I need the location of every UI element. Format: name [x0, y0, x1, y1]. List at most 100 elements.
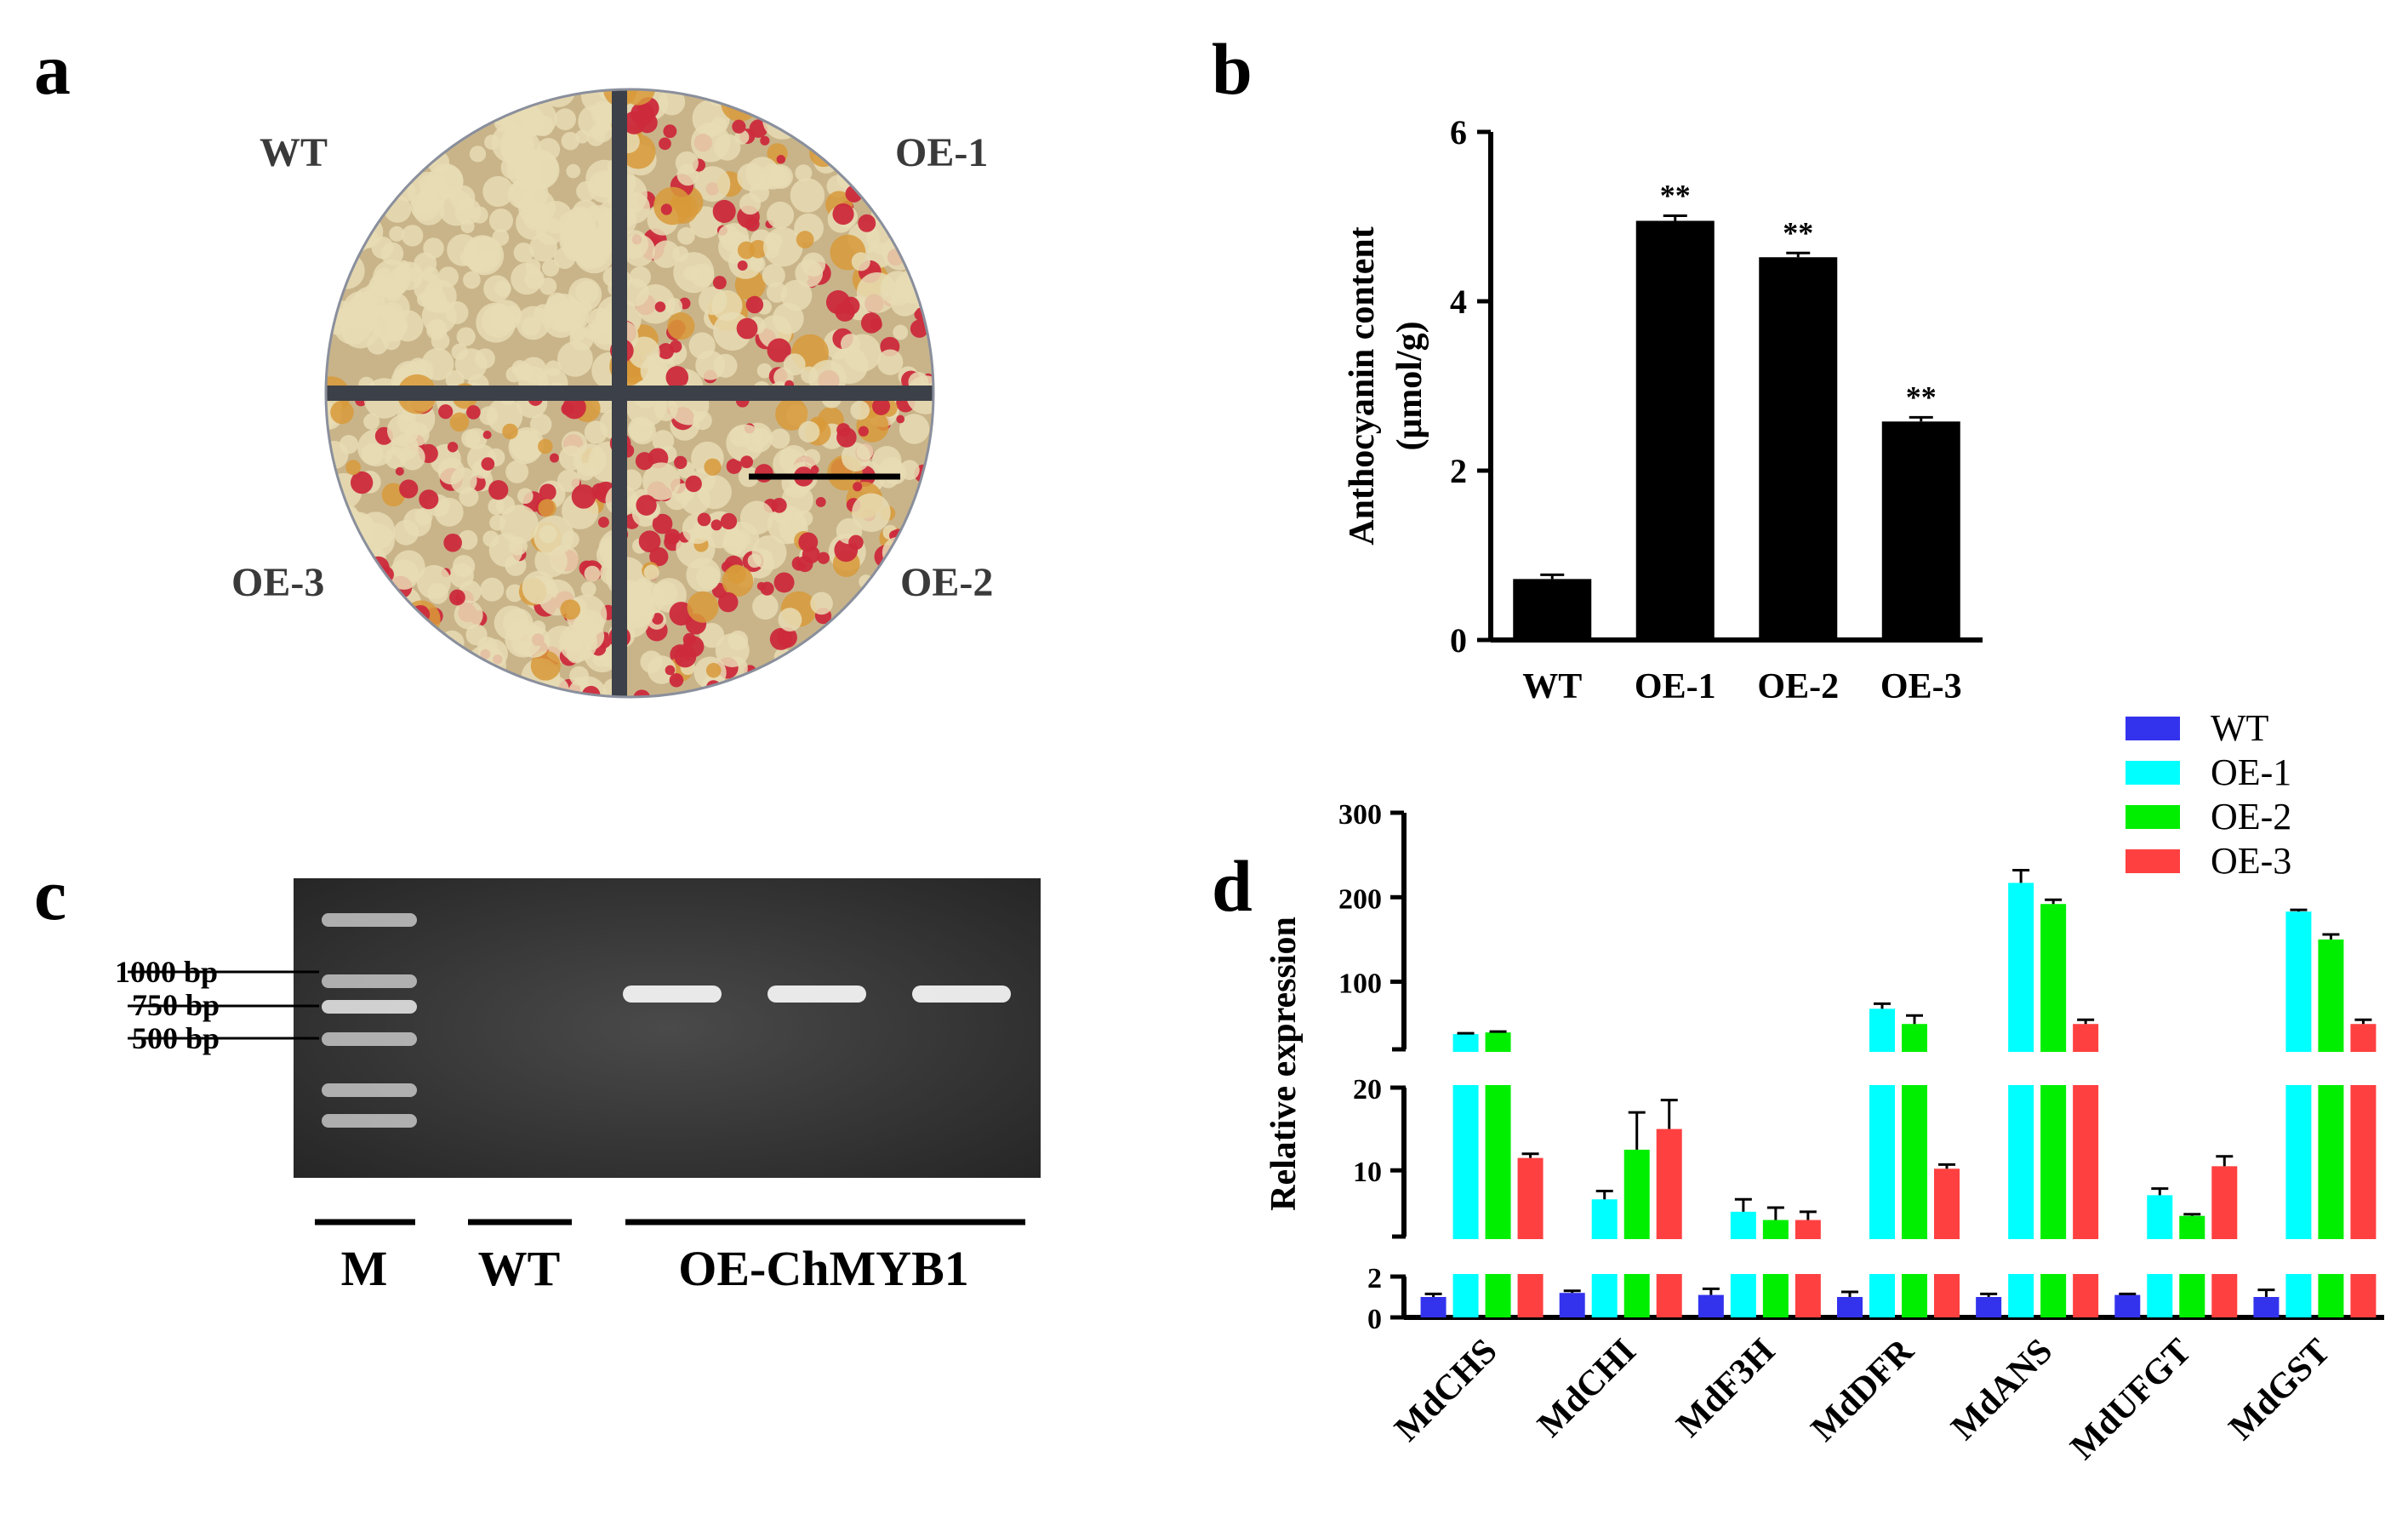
red-callus-cell: [776, 155, 786, 164]
x-tick-label: OE-2: [1757, 667, 1839, 706]
callus-cell: [846, 158, 862, 175]
bar-mddfr-wt: [1837, 1297, 1863, 1317]
red-callus-cell: [663, 124, 677, 139]
callus-cell: [569, 666, 590, 686]
callus-cell: [389, 226, 405, 242]
callus-cell: [363, 413, 380, 430]
red-callus-cell: [669, 672, 684, 688]
callus-cell: [356, 89, 396, 121]
callus-cell: [328, 89, 368, 123]
callus-cell: [326, 624, 348, 657]
callus-cell: [456, 658, 482, 685]
red-callus-cell: [328, 560, 340, 572]
callus-cell: [763, 227, 803, 267]
x-tick-label: OE-3: [1880, 667, 1962, 706]
callus-cell: [528, 202, 549, 222]
callus-cell: [368, 570, 384, 586]
callus-cell: [533, 304, 553, 324]
callus-cell: [336, 166, 362, 192]
callus-cell: [458, 529, 478, 551]
callus-cell: [342, 89, 378, 108]
callus-cell: [883, 103, 902, 122]
callus-cell: [455, 89, 485, 109]
red-callus-cell: [407, 685, 420, 697]
red-callus-cell: [871, 397, 891, 415]
callus-cell: [469, 146, 487, 163]
callus-cell: [893, 324, 909, 340]
callus-cell: [345, 123, 380, 159]
red-callus-cell: [858, 214, 876, 232]
callus-cell: [488, 498, 505, 516]
red-callus-cell: [334, 690, 343, 697]
callus-cell: [793, 113, 823, 143]
callus-cell: [627, 416, 653, 443]
red-callus-cell: [915, 648, 933, 669]
callus-cell: [803, 448, 821, 466]
callus-cell: [336, 208, 372, 243]
callus-cell: [326, 615, 344, 654]
callus-cell: [796, 89, 825, 110]
legend-swatch-oe-1: [2126, 761, 2180, 785]
callus-cell: [795, 164, 813, 182]
callus-cell: [557, 340, 593, 377]
x-tick-label: OE-1: [1635, 667, 1716, 706]
callus-cell: [457, 89, 476, 98]
callus-cell: [513, 243, 534, 263]
callus-cell: [486, 89, 516, 109]
callus-cell: [572, 614, 596, 640]
red-callus-cell: [853, 482, 863, 492]
red-callus-cell: [825, 290, 851, 315]
divider-horizontal: [326, 386, 933, 401]
red-callus-cell: [350, 471, 374, 494]
callus-cell: [421, 287, 447, 312]
callus-cell: [510, 89, 525, 95]
callus-cell: [653, 580, 678, 606]
callus-cell: [538, 438, 553, 454]
callus-cell: [885, 626, 927, 668]
callus-cell: [454, 600, 483, 630]
callus-cell: [792, 684, 813, 697]
red-callus-cell: [790, 684, 807, 697]
callus-cell: [658, 89, 686, 116]
callus-cell: [713, 353, 738, 378]
callus-cell: [356, 653, 391, 688]
callus-cell: [870, 172, 910, 213]
x-tick-label: MdANS: [1944, 1332, 2060, 1448]
red-callus-cell: [654, 301, 666, 312]
red-callus-cell: [712, 276, 727, 290]
callus-cell: [521, 317, 541, 336]
callus-cell: [580, 581, 596, 597]
y-tick-label: 10: [1353, 1157, 1382, 1188]
callus-cell: [365, 133, 387, 155]
callus-cell: [790, 178, 825, 213]
callus-cell: [345, 460, 361, 476]
callus-cell: [488, 533, 523, 568]
callus-cell: [351, 146, 380, 174]
red-callus-cell: [925, 489, 933, 506]
callus-cell: [751, 534, 787, 570]
callus-cell: [386, 324, 404, 342]
bar-mdchi-oe-3: [1656, 1128, 1682, 1317]
red-callus-cell: [488, 480, 509, 500]
callus-cell: [474, 348, 495, 369]
quadrant-label-oe3: OE-3: [231, 560, 324, 605]
callus-cell: [415, 134, 439, 157]
y-tick-label: 100: [1338, 968, 1382, 1000]
callus-cell: [551, 304, 567, 319]
red-callus-cell: [330, 560, 344, 574]
callus-cell: [856, 271, 898, 313]
callus-cell: [326, 220, 336, 245]
red-callus-cell: [674, 455, 688, 470]
callus-cell: [490, 300, 522, 332]
axis-break-gap: [1407, 1052, 2388, 1085]
red-callus-cell: [447, 442, 459, 453]
callus-cell: [789, 95, 821, 128]
red-callus-cell: [836, 427, 857, 448]
red-callus-cell: [649, 546, 669, 567]
callus-cell: [330, 400, 354, 425]
callus-cell: [847, 137, 887, 176]
red-callus-cell: [757, 106, 768, 118]
callus-cell: [454, 90, 493, 129]
callus-cell: [373, 148, 398, 174]
